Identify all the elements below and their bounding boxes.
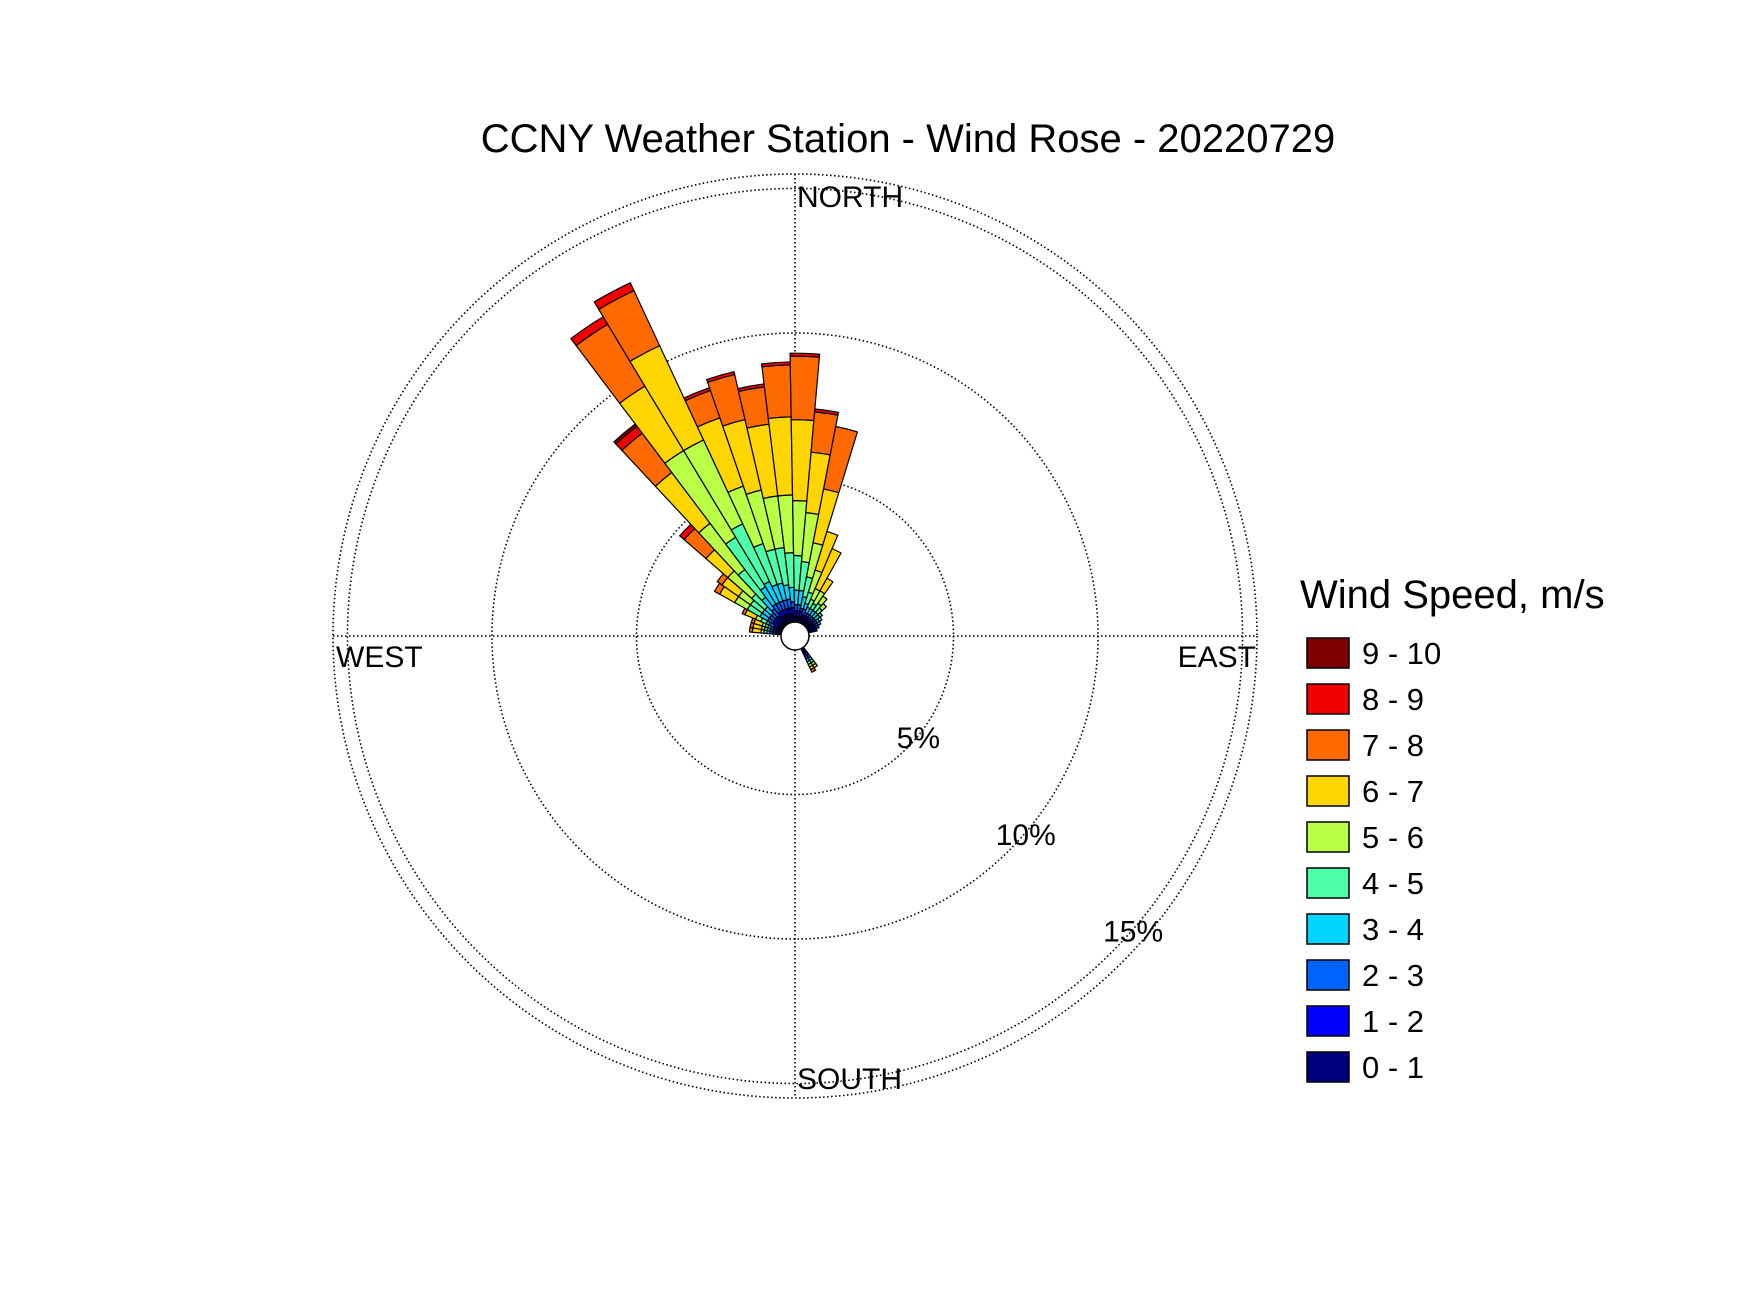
ring-label-5: 5%	[897, 722, 940, 755]
legend-label: 7 - 8	[1362, 728, 1424, 763]
legend-swatch	[1306, 959, 1350, 991]
ring-label-15: 15%	[1103, 915, 1163, 948]
wedge-sector-21-bin-5	[818, 602, 828, 612]
wedge-sector-12-bin-8	[737, 383, 766, 393]
wedge-sector-11-bin-8	[705, 370, 736, 384]
legend-label: 6 - 7	[1362, 774, 1424, 809]
chart-title: CCNY Weather Station - Wind Rose - 20220…	[481, 117, 1336, 161]
legend-label: 4 - 5	[1362, 866, 1424, 901]
west-label: WEST	[336, 641, 423, 674]
polar-grid	[332, 173, 1258, 1099]
wedge-sector-20-bin-5	[817, 595, 828, 607]
wind-rose-wedges	[570, 281, 859, 674]
legend-swatch	[1306, 729, 1350, 761]
wedge-sector-8-bin-8	[570, 315, 609, 347]
legend-swatch	[1306, 867, 1350, 899]
wedge-sector-17-bin-6	[814, 530, 839, 574]
wedge-sector-23-bin-4	[816, 616, 823, 623]
legend-title: Wind Speed, m/s	[1300, 573, 1605, 617]
legend-swatch	[1306, 913, 1350, 945]
legend-label: 0 - 1	[1362, 1050, 1424, 1085]
wedge-sector-27-bin-7	[809, 666, 817, 674]
legend-label: 5 - 6	[1362, 820, 1424, 855]
ring-label-10: 10%	[996, 819, 1056, 852]
wedge-sector-4-bin-7	[713, 582, 726, 595]
wedge-sector-9-bin-8	[593, 281, 635, 311]
legend: 9 - 10 8 - 9 7 - 8 6 - 7 5 - 6 4 - 5 3 - 4 2 - …	[1306, 636, 1441, 1085]
east-label: EAST	[1178, 641, 1256, 674]
legend-label: 2 - 3	[1362, 958, 1424, 993]
wedge-sector-10-bin-8	[683, 386, 712, 402]
legend-label: 9 - 10	[1362, 636, 1441, 671]
wedge-sector-28-bin-6	[811, 662, 819, 669]
south-label: SOUTH	[797, 1063, 902, 1096]
wedge-sector-6-bin-8	[678, 523, 696, 541]
legend-swatch	[1306, 637, 1350, 669]
legend-swatch	[1306, 775, 1350, 807]
wedge-sector-19-bin-6	[819, 577, 834, 595]
legend-swatch	[1306, 1005, 1350, 1037]
wedge-sector-18-bin-6	[814, 547, 842, 592]
wedge-sector-5-bin-7	[716, 572, 729, 586]
wedge-sector-24-bin-3	[816, 620, 822, 626]
wedge-sector-26-bin-1	[812, 627, 818, 633]
grid-ring-15	[346, 187, 1244, 1085]
legend-swatch	[1306, 683, 1350, 715]
wedge-sector-14-bin-8	[789, 352, 821, 358]
legend-label: 8 - 9	[1362, 682, 1424, 717]
wedge-sector-7-bin-9	[613, 423, 638, 445]
wedge-sector-16-bin-7	[822, 425, 859, 494]
legend-label: 3 - 4	[1362, 912, 1424, 947]
legend-label: 1 - 2	[1362, 1004, 1424, 1039]
wedge-sector-15-bin-8	[813, 408, 840, 416]
calm-center-circle	[780, 621, 810, 651]
radial-tick-labels: 5% 10% 15%	[897, 722, 1163, 948]
wedge-sector-13-bin-8	[760, 361, 791, 368]
north-label: NORTH	[797, 181, 903, 214]
legend-swatch	[1306, 821, 1350, 853]
wedge-sector-22-bin-4	[817, 611, 824, 618]
wedge-sector-25-bin-2	[814, 624, 820, 630]
legend-swatch	[1306, 1051, 1350, 1083]
